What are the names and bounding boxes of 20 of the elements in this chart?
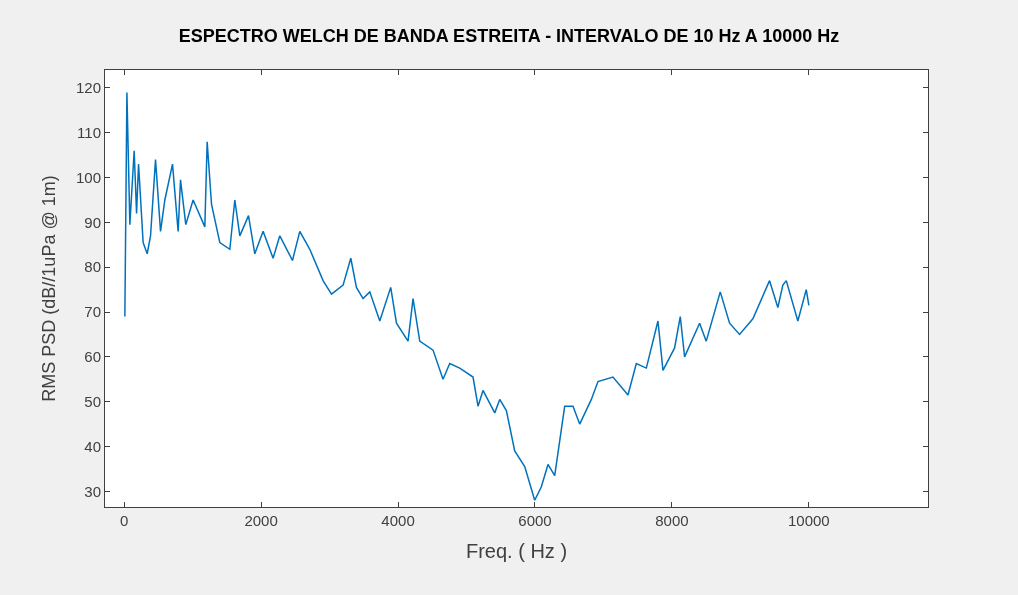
x-tick-label: 2000: [244, 512, 278, 529]
line-series: [124, 91, 810, 502]
x-tick-label: 8000: [655, 512, 689, 529]
y-tick-label: 60: [84, 348, 101, 366]
x-axis-title: Freq. ( Hz ): [465, 539, 568, 562]
y-tick-label: 50: [84, 392, 101, 410]
chart-title: ESPECTRO WELCH DE BANDA ESTREITA - INTERVALO DE 10 Hz A 10000 Hz: [178, 26, 840, 47]
x-tick-label: 4000: [381, 512, 415, 529]
y-tick-label: 40: [84, 437, 101, 455]
y-tick-label: 30: [84, 482, 101, 500]
y-tick-label: 110: [77, 124, 101, 141]
x-tick-label: 0: [120, 512, 129, 529]
y-axis-title: RMS PSD (dB//1uPa @ 1m): [39, 175, 60, 402]
y-tick-label: 120: [75, 79, 101, 97]
x-tick-label: 6000: [518, 512, 552, 529]
y-tick-label: 90: [84, 213, 101, 231]
y-tick-label: 70: [84, 303, 101, 321]
x-tick-label: 10000: [788, 512, 830, 529]
y-tick-label: 80: [84, 258, 101, 276]
y-tick-label: 100: [75, 168, 101, 186]
